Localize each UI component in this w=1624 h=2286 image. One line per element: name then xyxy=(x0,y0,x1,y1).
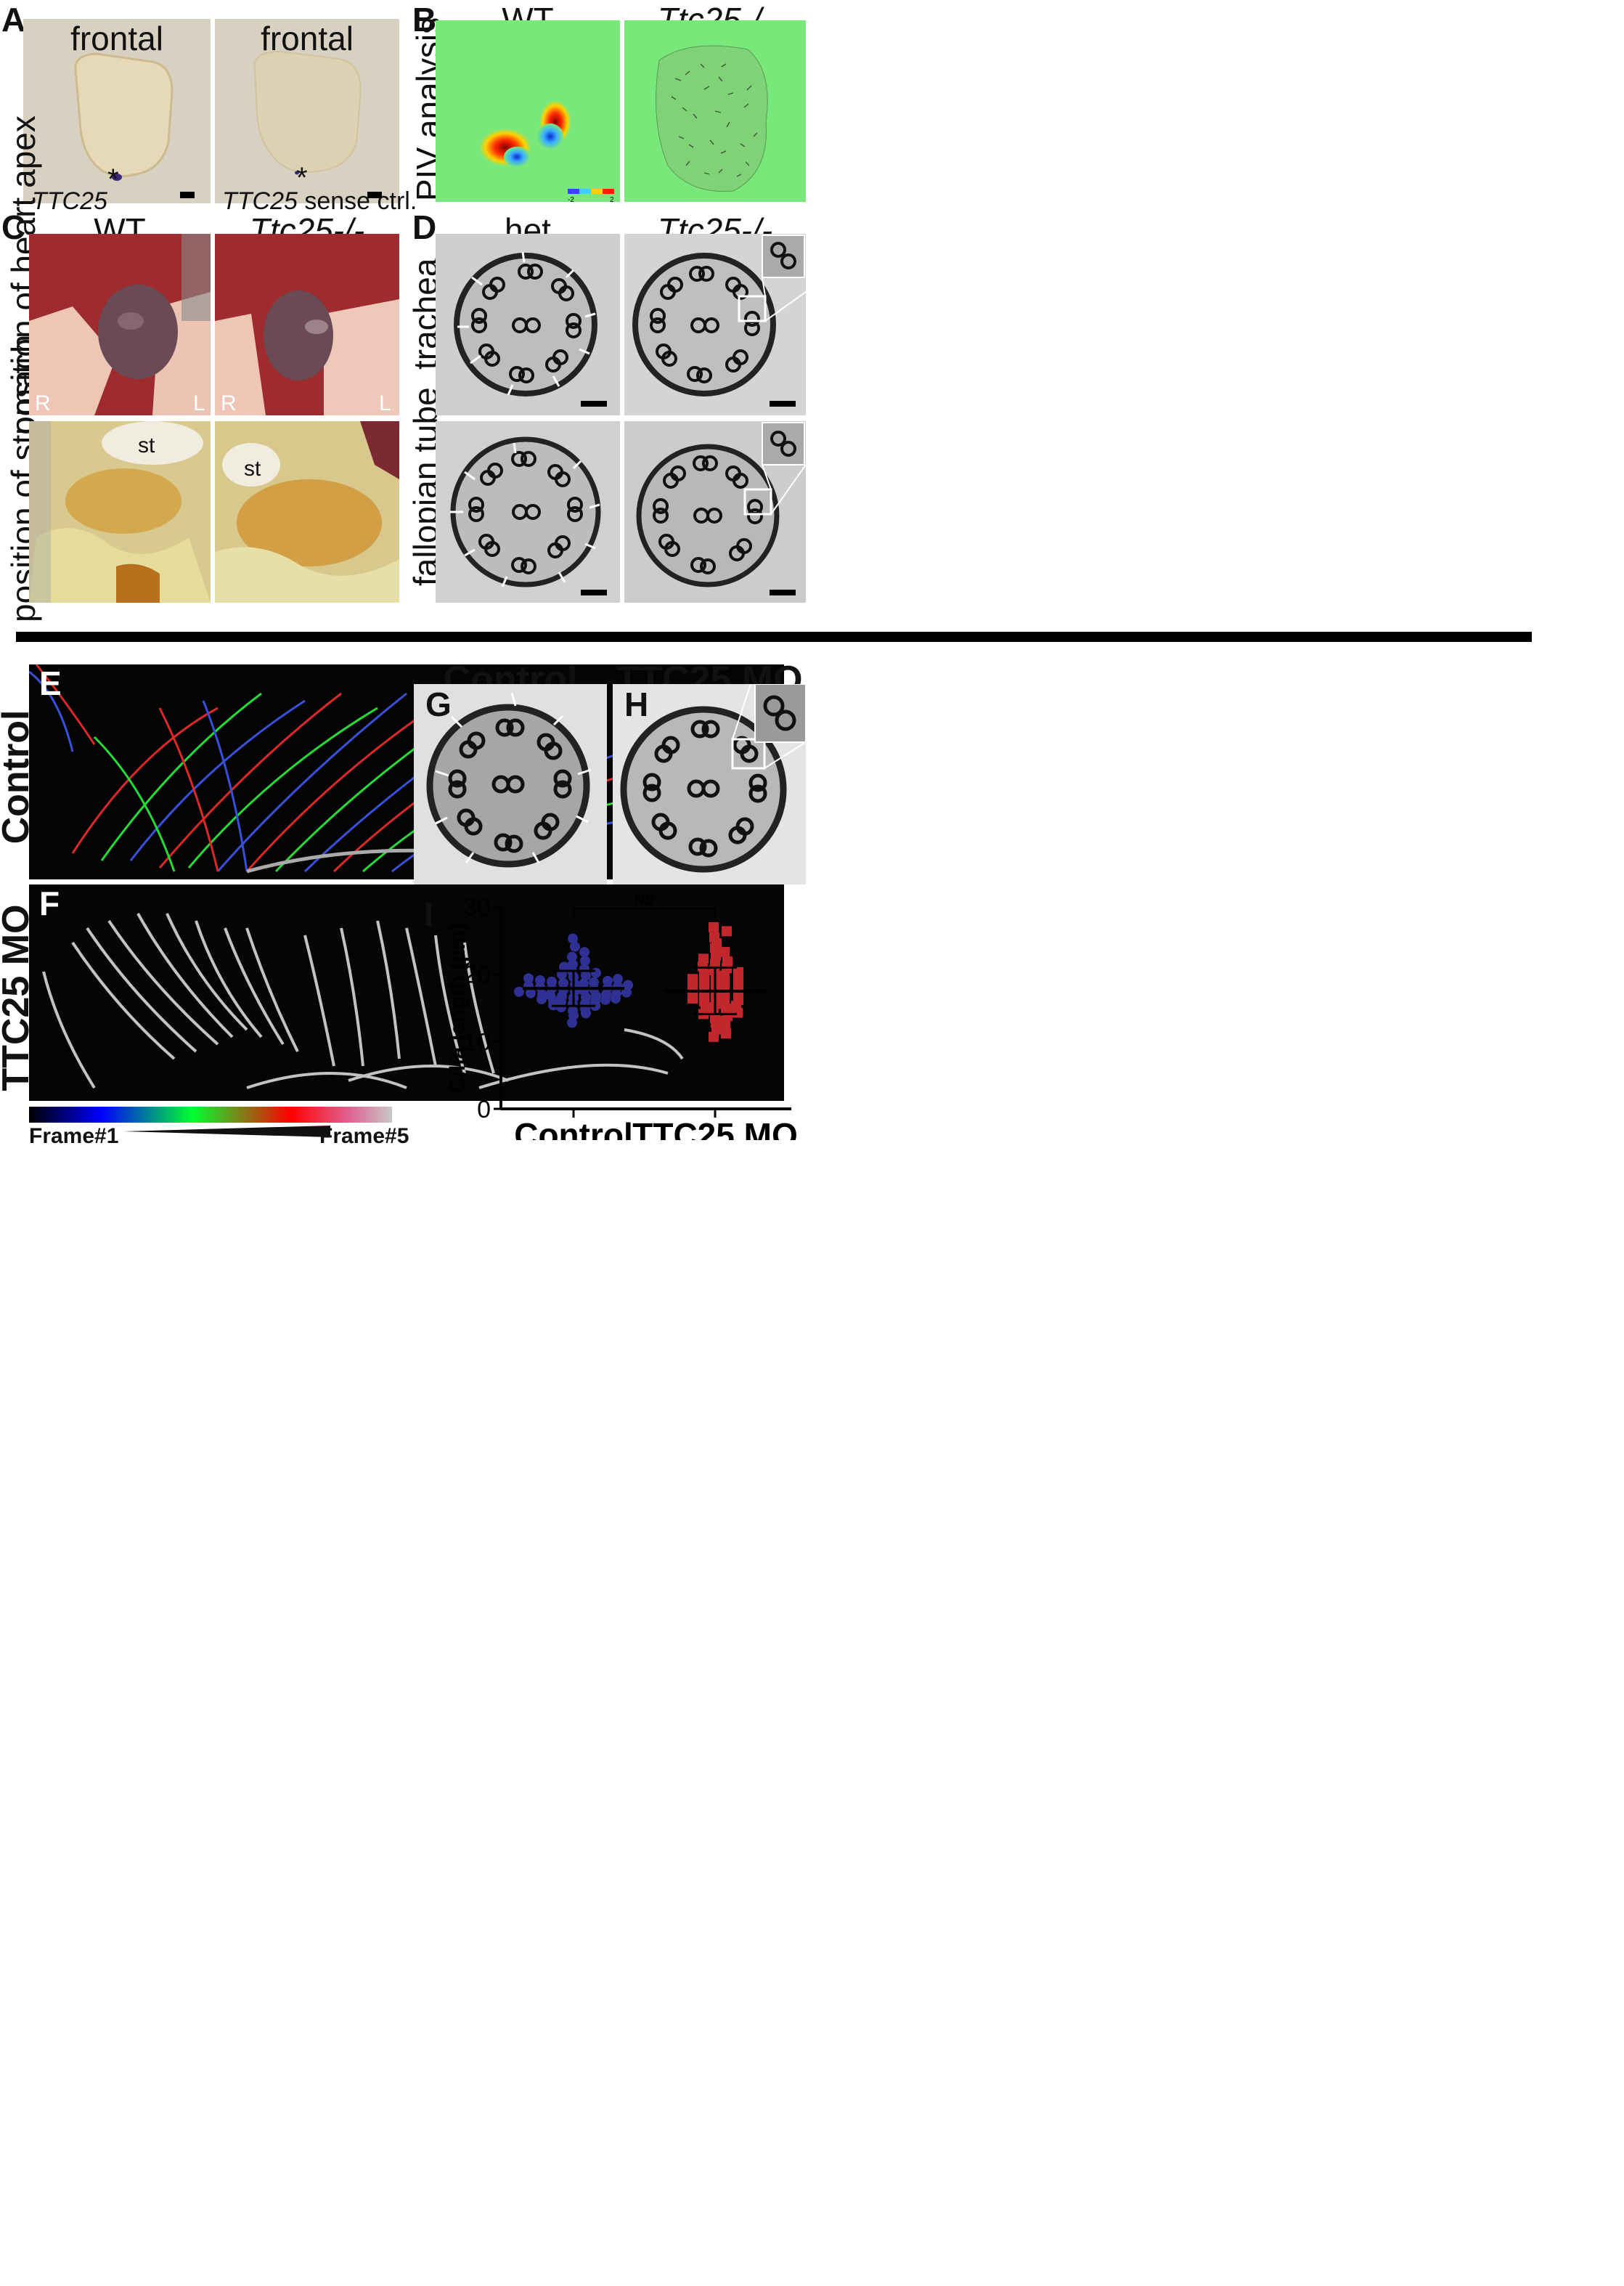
stomach-photo-mutant: st xyxy=(215,421,399,603)
panel-label-b: B xyxy=(412,1,437,38)
panel-label-a: A xyxy=(1,1,26,38)
data-point-control xyxy=(579,947,589,958)
heart-photo-wt: R L xyxy=(29,234,211,415)
svg-text:st: st xyxy=(138,434,155,457)
svg-text:H: H xyxy=(624,686,648,723)
svg-text:R: R xyxy=(221,391,237,415)
data-point-ttc25mo xyxy=(699,969,709,980)
data-point-control xyxy=(603,975,613,986)
x-tick-label: Control xyxy=(514,1116,633,1140)
data-point-control xyxy=(567,951,577,962)
svg-text:G: G xyxy=(425,686,452,723)
panel-label-c: C xyxy=(1,208,26,246)
scale-bar xyxy=(367,192,382,198)
svg-text:R: R xyxy=(35,391,51,415)
ttc25mo-row-label: TTC25 MO xyxy=(0,904,37,1091)
y-tick-label: 10 xyxy=(463,1028,491,1056)
stomach-photo-wt: st xyxy=(29,421,211,603)
frame-end-label: Frame#5 xyxy=(319,1124,409,1148)
cilia-movie-ttc25mo: F xyxy=(29,884,784,1101)
frame-start-label: Frame#1 xyxy=(29,1124,119,1148)
x-tick-label: TTC25 MO xyxy=(632,1116,797,1140)
tem-image-trachea-het xyxy=(436,234,620,415)
data-point-ttc25mo xyxy=(722,956,733,967)
data-point-control xyxy=(613,974,623,985)
y-tick-label: 30 xyxy=(463,894,491,922)
svg-text:st: st xyxy=(244,457,261,481)
gene-label-right: TTC25 sense ctrl. xyxy=(222,187,417,215)
panel-label-d: D xyxy=(412,208,437,246)
panel-label-i: I xyxy=(424,895,433,933)
svg-text:L: L xyxy=(379,391,391,415)
data-point-ttc25mo xyxy=(722,926,732,937)
svg-text:L: L xyxy=(193,391,205,415)
y-tick-label: 0 xyxy=(477,1096,491,1123)
data-point-control xyxy=(589,977,599,988)
heart-photo-mutant: R L xyxy=(215,234,399,415)
data-point-control xyxy=(558,977,568,988)
tem-image-fallopian-mutant xyxy=(624,421,806,603)
piv-image-wt: -2 2 xyxy=(436,20,620,202)
data-point-control xyxy=(591,967,601,978)
data-point-control xyxy=(568,959,578,969)
data-point-control xyxy=(514,986,524,997)
data-point-control xyxy=(568,933,578,944)
svg-text:E: E xyxy=(39,664,62,702)
in-situ-image-ttc25 xyxy=(23,19,211,203)
scale-bar xyxy=(180,192,195,198)
asterisk-right: * xyxy=(296,162,308,194)
data-point-ttc25mo xyxy=(719,947,730,958)
ns-label: NS xyxy=(634,892,655,908)
svg-text:F: F xyxy=(39,884,60,922)
data-point-ttc25mo xyxy=(709,932,719,943)
frontal-title-left: frontal xyxy=(70,20,163,57)
in-situ-image-sense xyxy=(215,19,399,203)
tem-image-ttc25mo: H xyxy=(613,684,806,884)
svg-text:-2: -2 xyxy=(568,196,574,202)
data-point-ttc25mo xyxy=(733,975,743,986)
data-point-control xyxy=(535,975,545,986)
data-point-control xyxy=(579,978,589,989)
data-point-ttc25mo xyxy=(698,953,709,964)
tem-image-control: G xyxy=(414,684,607,884)
ns-bracket xyxy=(573,907,716,917)
y-tick-label: 20 xyxy=(463,961,491,989)
piv-image-mutant xyxy=(624,20,806,202)
control-row-label: Control xyxy=(0,709,37,845)
data-point-ttc25mo xyxy=(709,922,719,932)
gene-label-left: TTC25 xyxy=(32,187,107,215)
tem-image-fallopian-het xyxy=(436,421,620,603)
frame-colorbar xyxy=(29,1107,392,1123)
data-point-control xyxy=(523,973,534,984)
section-divider xyxy=(16,632,1532,642)
svg-text:2: 2 xyxy=(610,196,614,202)
data-point-ttc25mo xyxy=(733,967,743,977)
tem-image-trachea-mutant xyxy=(624,234,806,415)
frontal-title-right: frontal xyxy=(261,20,354,57)
data-point-control xyxy=(570,941,580,952)
data-point-ttc25mo xyxy=(687,974,698,985)
asterisk-left: * xyxy=(107,163,119,195)
frame-wedge xyxy=(123,1126,330,1137)
data-point-control xyxy=(623,980,633,991)
data-point-control xyxy=(580,956,590,967)
data-point-control xyxy=(547,976,557,987)
y-axis-label: Cilia length (µm) xyxy=(446,923,470,1093)
data-point-control xyxy=(559,961,569,972)
